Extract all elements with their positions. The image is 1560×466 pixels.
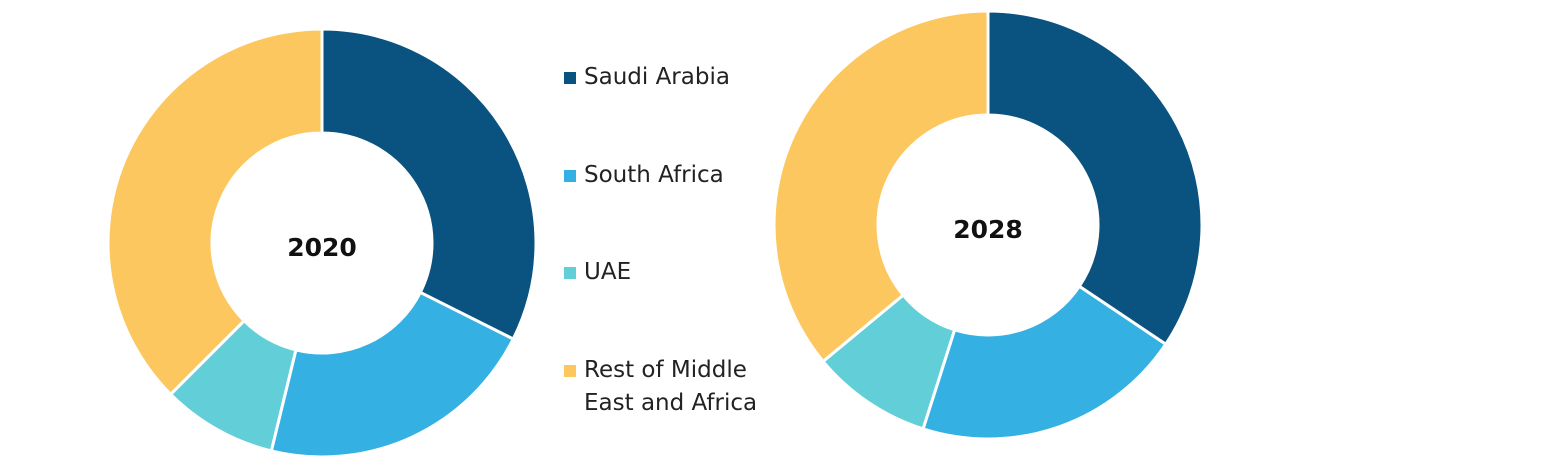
donut-segment [269,290,516,459]
donut-segment [772,9,990,364]
legend-label: UAE [584,259,632,285]
legend-swatch [564,365,576,377]
legend-item: Saudi Arabia [564,61,784,94]
legend-label: Rest of Middle East and Africa [584,357,758,416]
donut-title: 2028 [953,215,1023,244]
donut-segment [106,27,324,397]
legend-swatch [564,72,576,84]
legend-item: South Africa [564,159,784,192]
legend-label: Saudi Arabia [584,64,730,90]
legend-swatch [564,170,576,182]
legend-label: South Africa [584,162,724,188]
donut-segment [320,27,538,341]
donut-segment [921,284,1168,441]
donut-segment [986,9,1204,347]
legend-item: Rest of Middle East and Africa [564,354,784,420]
legend-swatch [564,267,576,279]
donut-title: 2020 [287,233,357,262]
legend-item: UAE [564,256,784,289]
donut-segment [820,293,957,431]
donut-segment [168,318,298,453]
